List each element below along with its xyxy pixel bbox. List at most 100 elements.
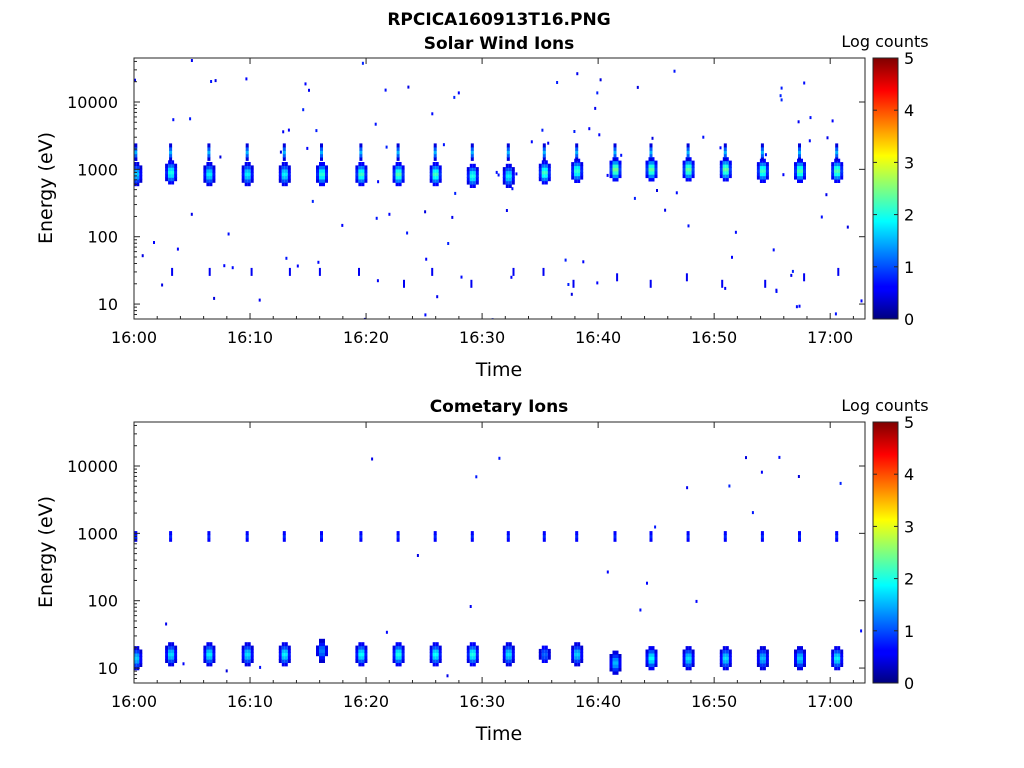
heatmap-cell <box>287 645 291 650</box>
heatmap-cell <box>794 656 797 661</box>
heatmap-cell <box>470 156 474 161</box>
heatmap-cell <box>825 193 828 197</box>
heatmap-cell <box>209 182 213 187</box>
heatmap-cell <box>682 160 686 165</box>
heatmap-cell <box>574 648 578 653</box>
heatmap-cell <box>207 156 211 161</box>
heatmap-cell <box>508 170 512 175</box>
heatmap-cell <box>174 645 178 650</box>
heatmap-cell <box>396 156 400 161</box>
heatmap-cell <box>797 475 800 478</box>
heatmap-cell <box>728 170 732 175</box>
heatmap-cell <box>165 659 169 663</box>
heatmap-cell <box>840 652 844 657</box>
heatmap-cell <box>541 163 545 168</box>
heatmap-cell <box>398 172 402 177</box>
heatmap-cell <box>618 164 622 168</box>
heatmap-cell <box>691 652 695 657</box>
colorbar-tick-label: 1 <box>904 622 914 641</box>
heatmap-cell <box>207 150 211 155</box>
heatmap-cell <box>541 652 545 657</box>
heatmap-cell <box>401 659 405 663</box>
heatmap-cell <box>633 196 636 200</box>
heatmap-cell <box>165 652 169 657</box>
heatmap-cell <box>577 648 581 653</box>
heatmap-cell <box>165 648 169 653</box>
heatmap-cell <box>759 652 763 657</box>
heatmap-cell <box>649 537 653 542</box>
heatmap-cell <box>130 176 133 180</box>
heatmap-cell <box>139 178 143 183</box>
heatmap-cell <box>284 662 288 667</box>
heatmap-cell <box>250 267 253 276</box>
heatmap-cell <box>572 279 575 288</box>
heatmap-cell <box>438 655 442 660</box>
heatmap-cell <box>358 652 362 657</box>
heatmap-cell <box>136 172 140 177</box>
heatmap-cell <box>511 655 515 660</box>
heatmap-cells <box>130 59 863 319</box>
heatmap-cell <box>675 191 678 195</box>
heatmap-cell <box>759 666 763 671</box>
heatmap-cell <box>574 662 578 667</box>
heatmap-cell <box>472 645 476 650</box>
heatmap-cell <box>396 146 400 151</box>
heatmap-cell <box>803 273 806 282</box>
heatmap-cell <box>174 655 178 660</box>
heatmap-cell <box>281 645 285 650</box>
heatmap-cell <box>278 175 282 180</box>
heatmap-cell <box>615 167 619 172</box>
heatmap-cell <box>278 648 282 653</box>
heatmap-cell <box>223 264 226 268</box>
heatmap-cell <box>322 182 325 187</box>
heatmap-cell <box>475 652 479 657</box>
heatmap-cell <box>206 642 210 647</box>
heatmap-cell <box>319 659 322 663</box>
heatmap-cell <box>831 656 835 661</box>
heatmap-cell <box>618 660 622 665</box>
heatmap-cell <box>538 655 542 660</box>
heatmap-cell <box>685 273 688 282</box>
heatmap-cell <box>469 184 473 188</box>
heatmap-cell <box>395 182 399 187</box>
heatmap-cell <box>803 175 806 180</box>
heatmap-cell <box>728 174 732 179</box>
heatmap-cell <box>209 175 213 180</box>
heatmap-cell <box>702 135 705 139</box>
heatmap-cell <box>319 642 322 647</box>
heatmap-cell <box>469 662 473 667</box>
heatmap-cell <box>206 662 210 667</box>
heatmap-cell <box>359 156 363 161</box>
heatmap-cell <box>171 170 175 175</box>
heatmap-cell <box>759 165 763 170</box>
heatmap-cell <box>171 659 175 663</box>
heatmap-cell <box>803 162 806 167</box>
heatmap-cell <box>165 173 169 178</box>
heatmap-cell <box>209 648 213 653</box>
heatmap-cell <box>575 537 579 542</box>
heatmap-cell <box>392 659 396 663</box>
heatmap-cell <box>542 153 546 158</box>
heatmap-cell <box>469 177 473 182</box>
heatmap-cell <box>685 177 689 182</box>
heatmap-cell <box>506 531 510 536</box>
heatmap-cell <box>364 645 368 650</box>
heatmap-cell <box>472 163 476 168</box>
heatmap-cell <box>322 168 325 173</box>
heatmap-cell <box>618 654 622 658</box>
heatmap-cell <box>723 156 727 161</box>
heatmap-cell <box>209 162 213 166</box>
heatmap-cell <box>803 168 806 173</box>
heatmap-cell <box>171 655 175 660</box>
heatmap-cell <box>136 646 140 651</box>
heatmap-cell <box>723 150 727 155</box>
heatmap-cell <box>682 649 686 654</box>
heatmap-cell <box>719 160 723 165</box>
heatmap-cell <box>760 156 764 161</box>
heatmap-cell <box>765 162 769 167</box>
heatmap-cell <box>574 659 578 663</box>
heatmap-cell <box>320 153 323 158</box>
heatmap-cell <box>432 645 436 650</box>
heatmap-cell <box>433 537 437 542</box>
